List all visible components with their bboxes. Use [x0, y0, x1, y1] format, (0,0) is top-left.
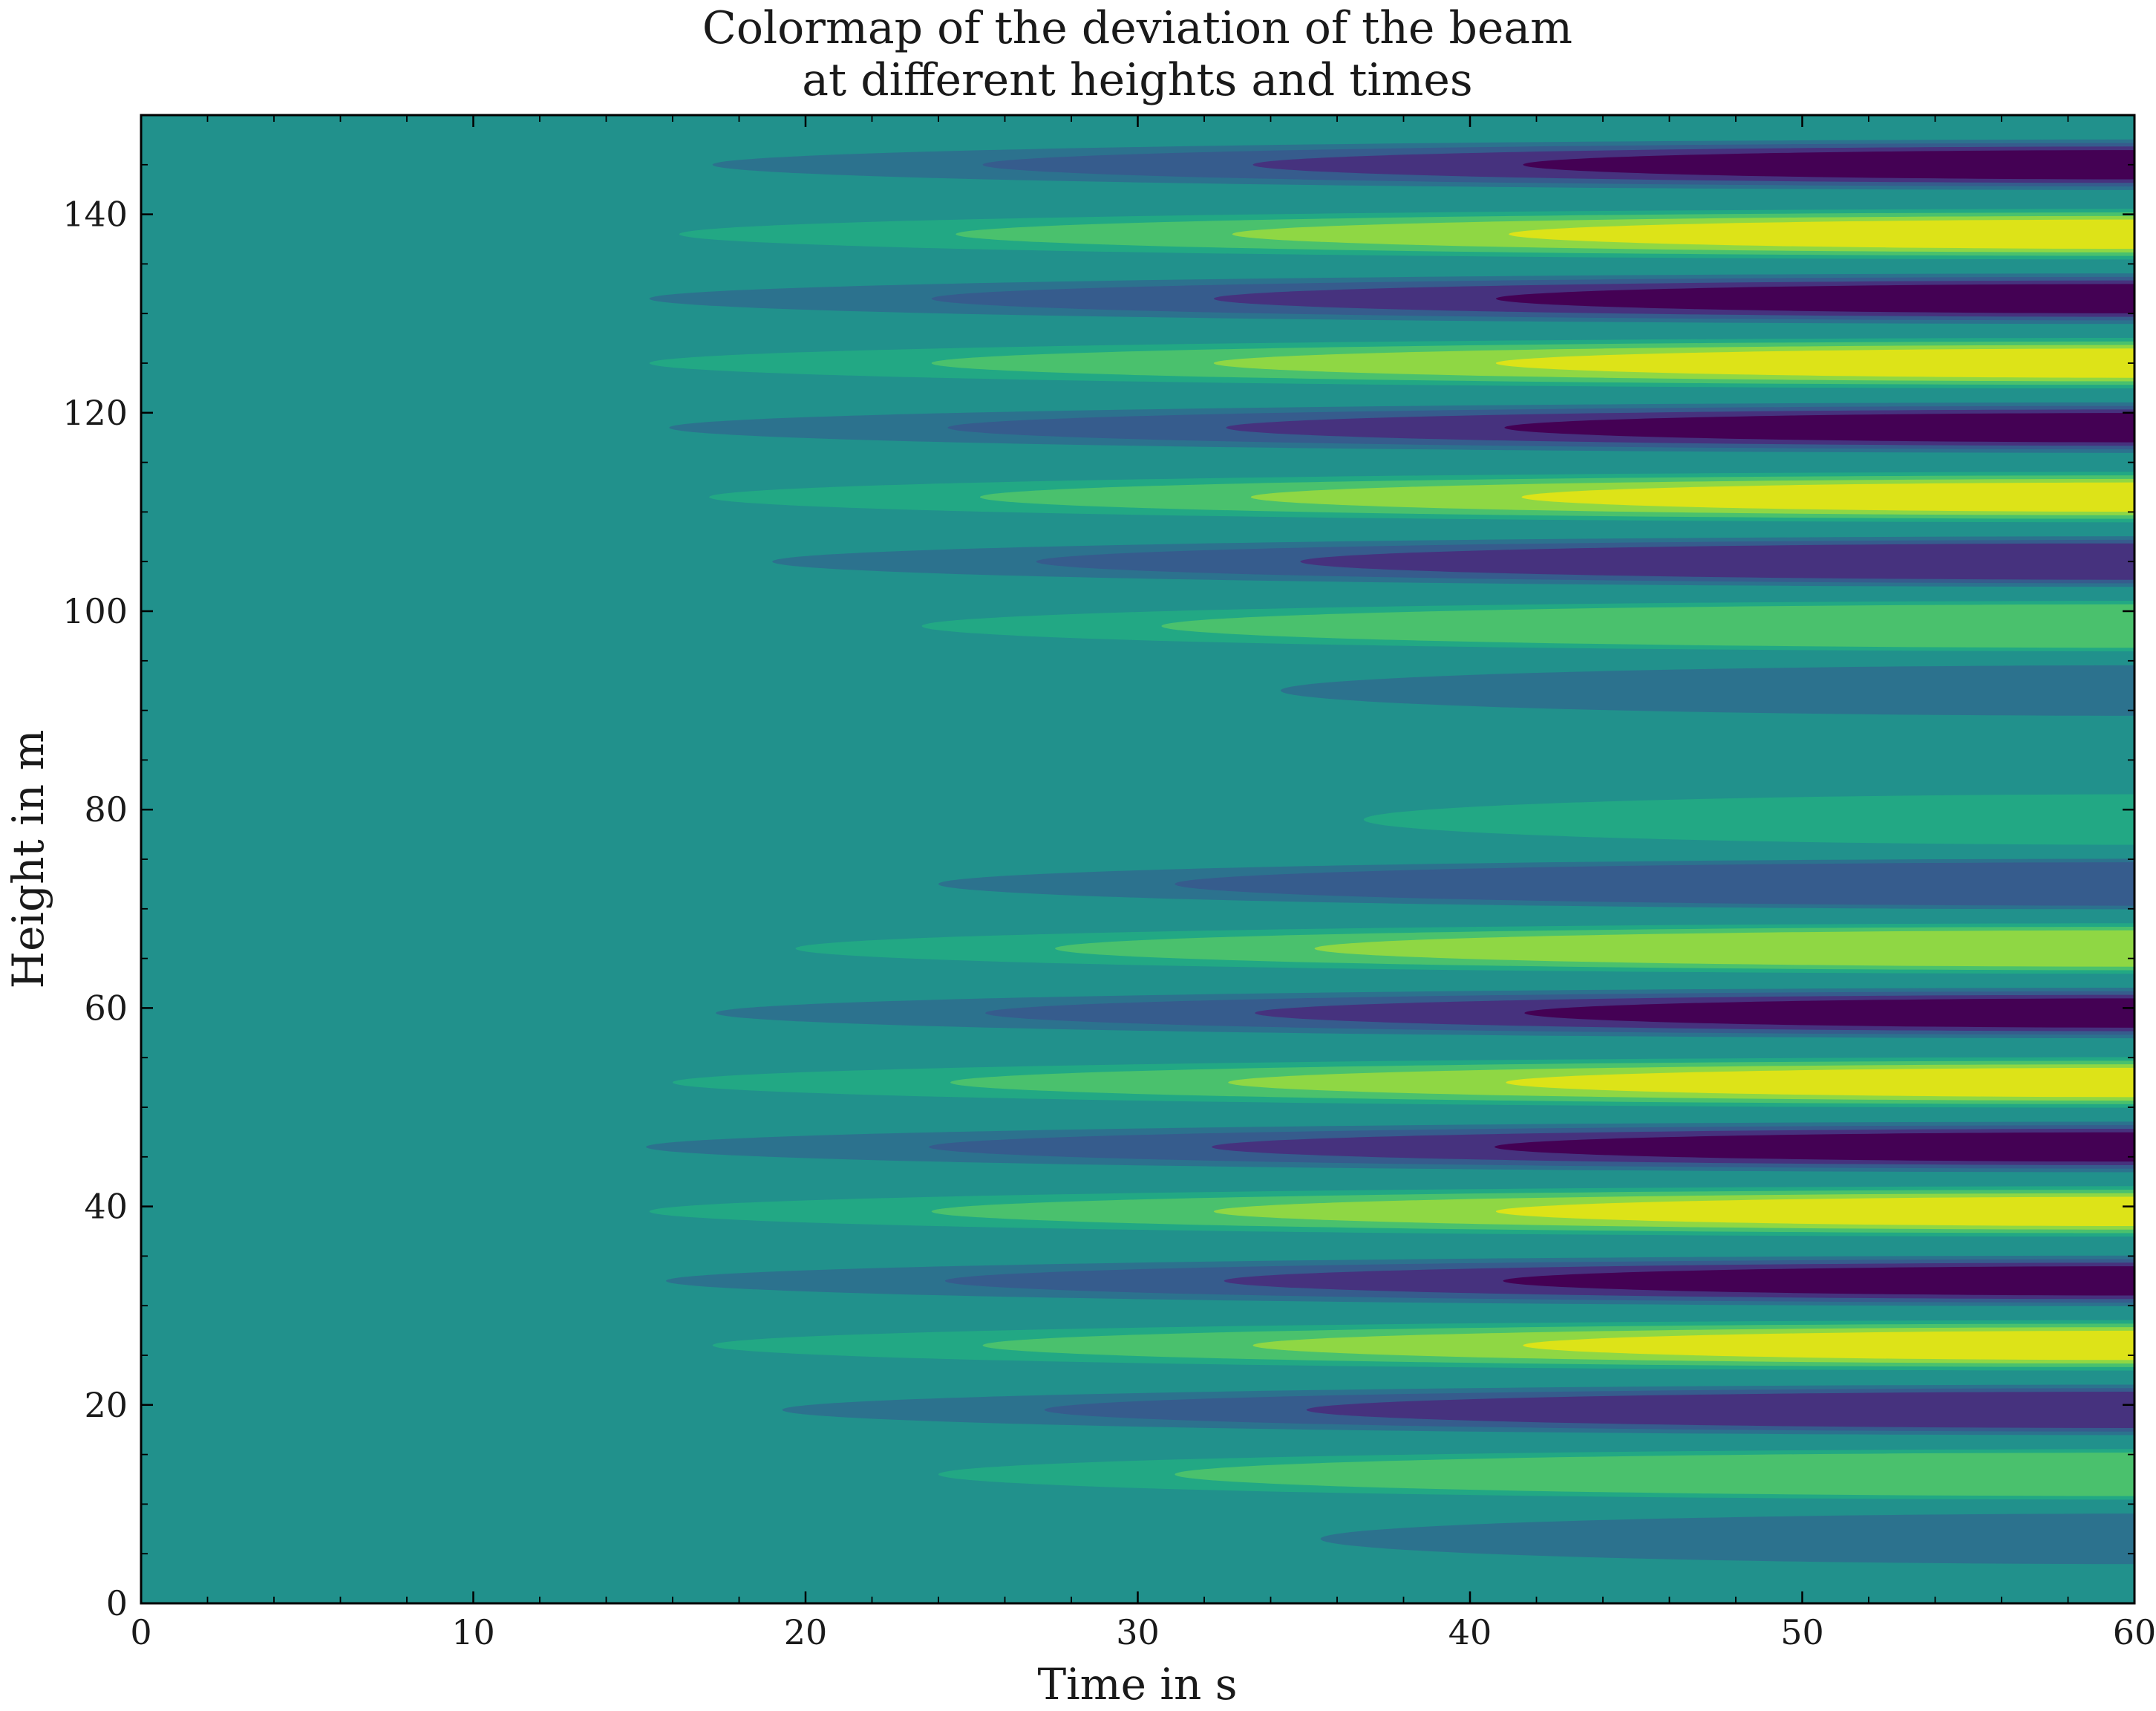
contour-band — [713, 139, 2134, 190]
contour-level-pos1 — [1364, 794, 2134, 845]
y-tick-labels: 0 20 40 60 80 100 120 140 — [62, 195, 128, 1623]
chart-title-line-1: Colormap of the deviation of the beam — [702, 2, 1572, 54]
contour-band — [938, 858, 2134, 910]
contour-level-pos2 — [1161, 604, 2134, 648]
y-tick-label: 120 — [62, 393, 128, 433]
contour-band — [709, 472, 2134, 523]
x-tick-label: 60 — [2113, 1612, 2156, 1652]
contour-level-pos4 — [1496, 348, 2134, 378]
x-axis-label: Time in s — [1037, 1659, 1237, 1710]
y-tick-label: 60 — [84, 988, 128, 1028]
x-tick-labels: 0 10 20 30 40 50 60 — [130, 1612, 2156, 1652]
contour-level-neg4 — [1524, 998, 2134, 1028]
y-axis-label: Height in m — [3, 729, 53, 988]
y-tick-label: 20 — [84, 1385, 128, 1425]
contour-band — [938, 1449, 2134, 1500]
contour-level-neg3 — [1300, 543, 2134, 580]
y-tick-label: 140 — [62, 195, 128, 235]
contour-band — [772, 536, 2134, 587]
contour-band — [679, 209, 2134, 260]
contour-level-pos3 — [1314, 930, 2134, 967]
chart-title-line-2: at different heights and times — [802, 54, 1472, 106]
contour-level-pos4 — [1496, 1196, 2134, 1227]
contour-level-neg1 — [1281, 665, 2134, 716]
contour-band — [713, 1320, 2134, 1371]
contour-level-neg4 — [1496, 284, 2134, 313]
plot-area — [141, 115, 2134, 1603]
contour-band — [716, 988, 2134, 1039]
y-tick-label: 80 — [84, 789, 128, 830]
y-tick-label: 0 — [106, 1583, 128, 1623]
contour-level-neg4 — [1523, 150, 2134, 180]
y-tick-label: 100 — [62, 591, 128, 631]
x-tick-label: 0 — [130, 1612, 151, 1652]
x-tick-label: 30 — [1116, 1612, 1160, 1652]
contour-level-pos4 — [1509, 219, 2134, 250]
contour-band — [1364, 794, 2134, 845]
contour-level-neg1 — [1320, 1513, 2134, 1565]
contour-band — [646, 1121, 2134, 1173]
contour-level-pos4 — [1521, 482, 2134, 512]
contour-band — [650, 1186, 2134, 1237]
contour-level-neg4 — [1494, 1132, 2134, 1162]
contour-band — [922, 601, 2134, 652]
contour-band — [650, 273, 2134, 325]
contour-band — [783, 1384, 2134, 1435]
contour-level-neg2 — [1175, 862, 2134, 906]
contour-level-neg4 — [1504, 413, 2134, 443]
contour-level-pos2 — [1175, 1453, 2134, 1496]
x-tick-label: 10 — [451, 1612, 495, 1652]
contour-band — [673, 1057, 2134, 1108]
contour-level-neg4 — [1503, 1266, 2134, 1296]
contour-bands — [646, 139, 2134, 1565]
contour-band — [1281, 665, 2134, 716]
contour-band — [650, 337, 2134, 389]
contour-band — [796, 923, 2134, 974]
contour-band — [1320, 1513, 2134, 1565]
contour-level-neg3 — [1306, 1391, 2134, 1428]
x-tick-label: 20 — [784, 1612, 828, 1652]
contour-level-pos4 — [1523, 1330, 2134, 1360]
axis-ticks — [140, 114, 2136, 1605]
contour-band — [666, 1255, 2134, 1306]
contour-level-pos4 — [1506, 1067, 2134, 1098]
x-tick-label: 40 — [1448, 1612, 1492, 1652]
contour-band — [670, 402, 2134, 453]
x-tick-label: 50 — [1780, 1612, 1824, 1652]
y-tick-label: 40 — [84, 1187, 128, 1227]
contour-background — [141, 115, 2134, 1603]
